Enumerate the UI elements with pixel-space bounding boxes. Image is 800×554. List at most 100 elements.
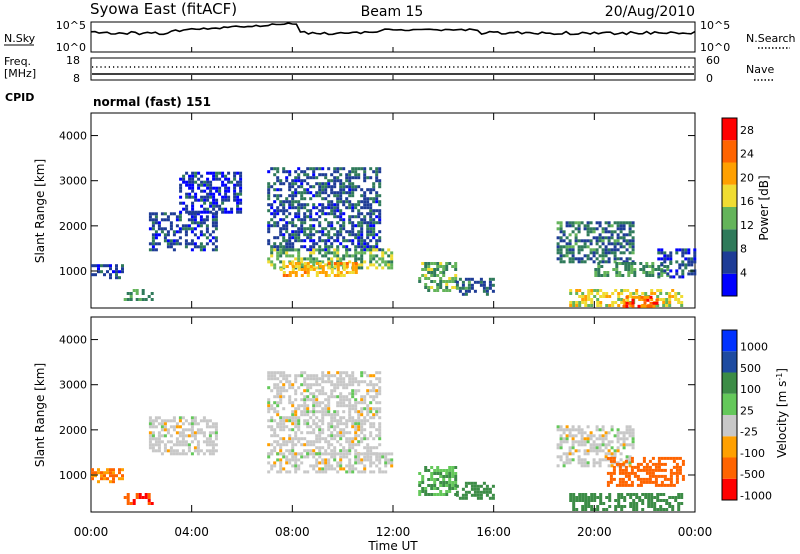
power-cell <box>681 254 685 258</box>
power-cell <box>363 215 367 219</box>
velocity-cell <box>303 389 307 393</box>
velocity-cell <box>680 493 684 496</box>
velocity-cell <box>491 496 495 500</box>
velocity-cell <box>273 383 277 387</box>
power-cell <box>348 179 352 183</box>
power-cell <box>628 245 632 249</box>
velocity-cell <box>303 419 307 423</box>
power-cell <box>375 242 379 246</box>
power-cell <box>270 185 274 189</box>
power-cell <box>581 298 585 301</box>
velocity-cell <box>650 499 654 502</box>
velocity-cell <box>622 461 626 465</box>
velocity-cell <box>91 468 94 472</box>
velocity-cell <box>378 425 382 429</box>
velocity-cell <box>378 416 382 420</box>
power-cell <box>424 283 428 286</box>
velocity-cell <box>154 440 158 444</box>
velocity-cell <box>653 508 657 511</box>
power-cell <box>188 192 192 196</box>
power-cell <box>427 271 431 274</box>
velocity-cell <box>339 419 343 423</box>
power-cell <box>684 266 688 270</box>
velocity-cell <box>448 481 452 484</box>
velocity-cell <box>556 425 560 429</box>
power-cell <box>569 292 573 295</box>
power-cell <box>315 167 319 171</box>
velocity-cell <box>333 425 337 429</box>
velocity-cell <box>321 422 325 426</box>
velocity-cell <box>606 483 610 487</box>
power-cell <box>565 245 569 249</box>
power-cell <box>675 272 679 276</box>
power-cell <box>205 215 209 219</box>
velocity-cell <box>285 389 289 393</box>
power-cell <box>294 188 298 192</box>
velocity-cell <box>354 401 358 405</box>
power-cell <box>324 245 328 249</box>
power-cell <box>363 200 367 204</box>
velocity-cell <box>279 392 283 396</box>
power-cell <box>569 301 573 304</box>
power-cell <box>354 170 358 174</box>
velocity-cell <box>151 449 155 453</box>
power-cell <box>267 227 271 231</box>
power-cell <box>354 248 358 252</box>
power-cell <box>309 191 313 195</box>
power-cell <box>445 262 449 265</box>
power-cell <box>616 236 620 240</box>
power-cell <box>378 194 382 198</box>
velocity-cell <box>339 431 343 435</box>
velocity-cell <box>625 458 629 462</box>
power-cell <box>285 248 289 252</box>
velocity-cell <box>584 505 588 508</box>
power-cell <box>291 191 295 195</box>
velocity-cell <box>291 440 295 444</box>
power-cell <box>306 203 310 207</box>
power-cell <box>214 236 218 240</box>
velocity-cell <box>354 425 358 429</box>
velocity-cell <box>604 458 608 462</box>
power-cell <box>608 295 612 298</box>
power-cell <box>203 180 207 184</box>
velocity-cell <box>97 468 100 472</box>
power-cell <box>179 210 183 214</box>
velocity-cell <box>282 407 286 411</box>
velocity-cell <box>604 452 608 456</box>
velocity-cell <box>327 401 331 405</box>
power-cell <box>333 274 337 277</box>
power-cell <box>267 197 271 201</box>
velocity-cell <box>208 425 212 429</box>
velocity-cell <box>190 425 194 429</box>
power-colorbar-tick: 24 <box>740 148 754 161</box>
velocity-cell <box>651 471 655 475</box>
power-cell <box>312 248 316 252</box>
velocity-cell <box>303 443 307 447</box>
velocity-cell <box>288 452 292 456</box>
power-cell <box>315 218 319 222</box>
velocity-cell <box>663 483 667 487</box>
power-cell <box>212 186 216 190</box>
velocity-cell <box>321 437 325 441</box>
power-cell <box>562 230 566 234</box>
power-cell <box>211 242 215 246</box>
velocity-cell <box>279 386 283 390</box>
power-cell <box>595 239 599 243</box>
power-cell <box>577 224 581 228</box>
power-cell <box>615 268 619 271</box>
velocity-cell <box>279 380 283 384</box>
power-cell <box>597 262 601 265</box>
velocity-cell <box>384 470 388 474</box>
power-cell <box>628 221 632 225</box>
power-cell <box>214 221 218 225</box>
power-cell <box>321 206 325 210</box>
power-cell <box>306 215 310 219</box>
power-cell <box>196 224 200 228</box>
power-cell <box>593 289 597 292</box>
power-cell <box>221 180 225 184</box>
velocity-cell <box>276 413 280 417</box>
velocity-cell <box>421 478 425 481</box>
velocity-cell <box>321 389 325 393</box>
power-cell <box>354 260 358 264</box>
velocity-cell <box>285 449 289 453</box>
